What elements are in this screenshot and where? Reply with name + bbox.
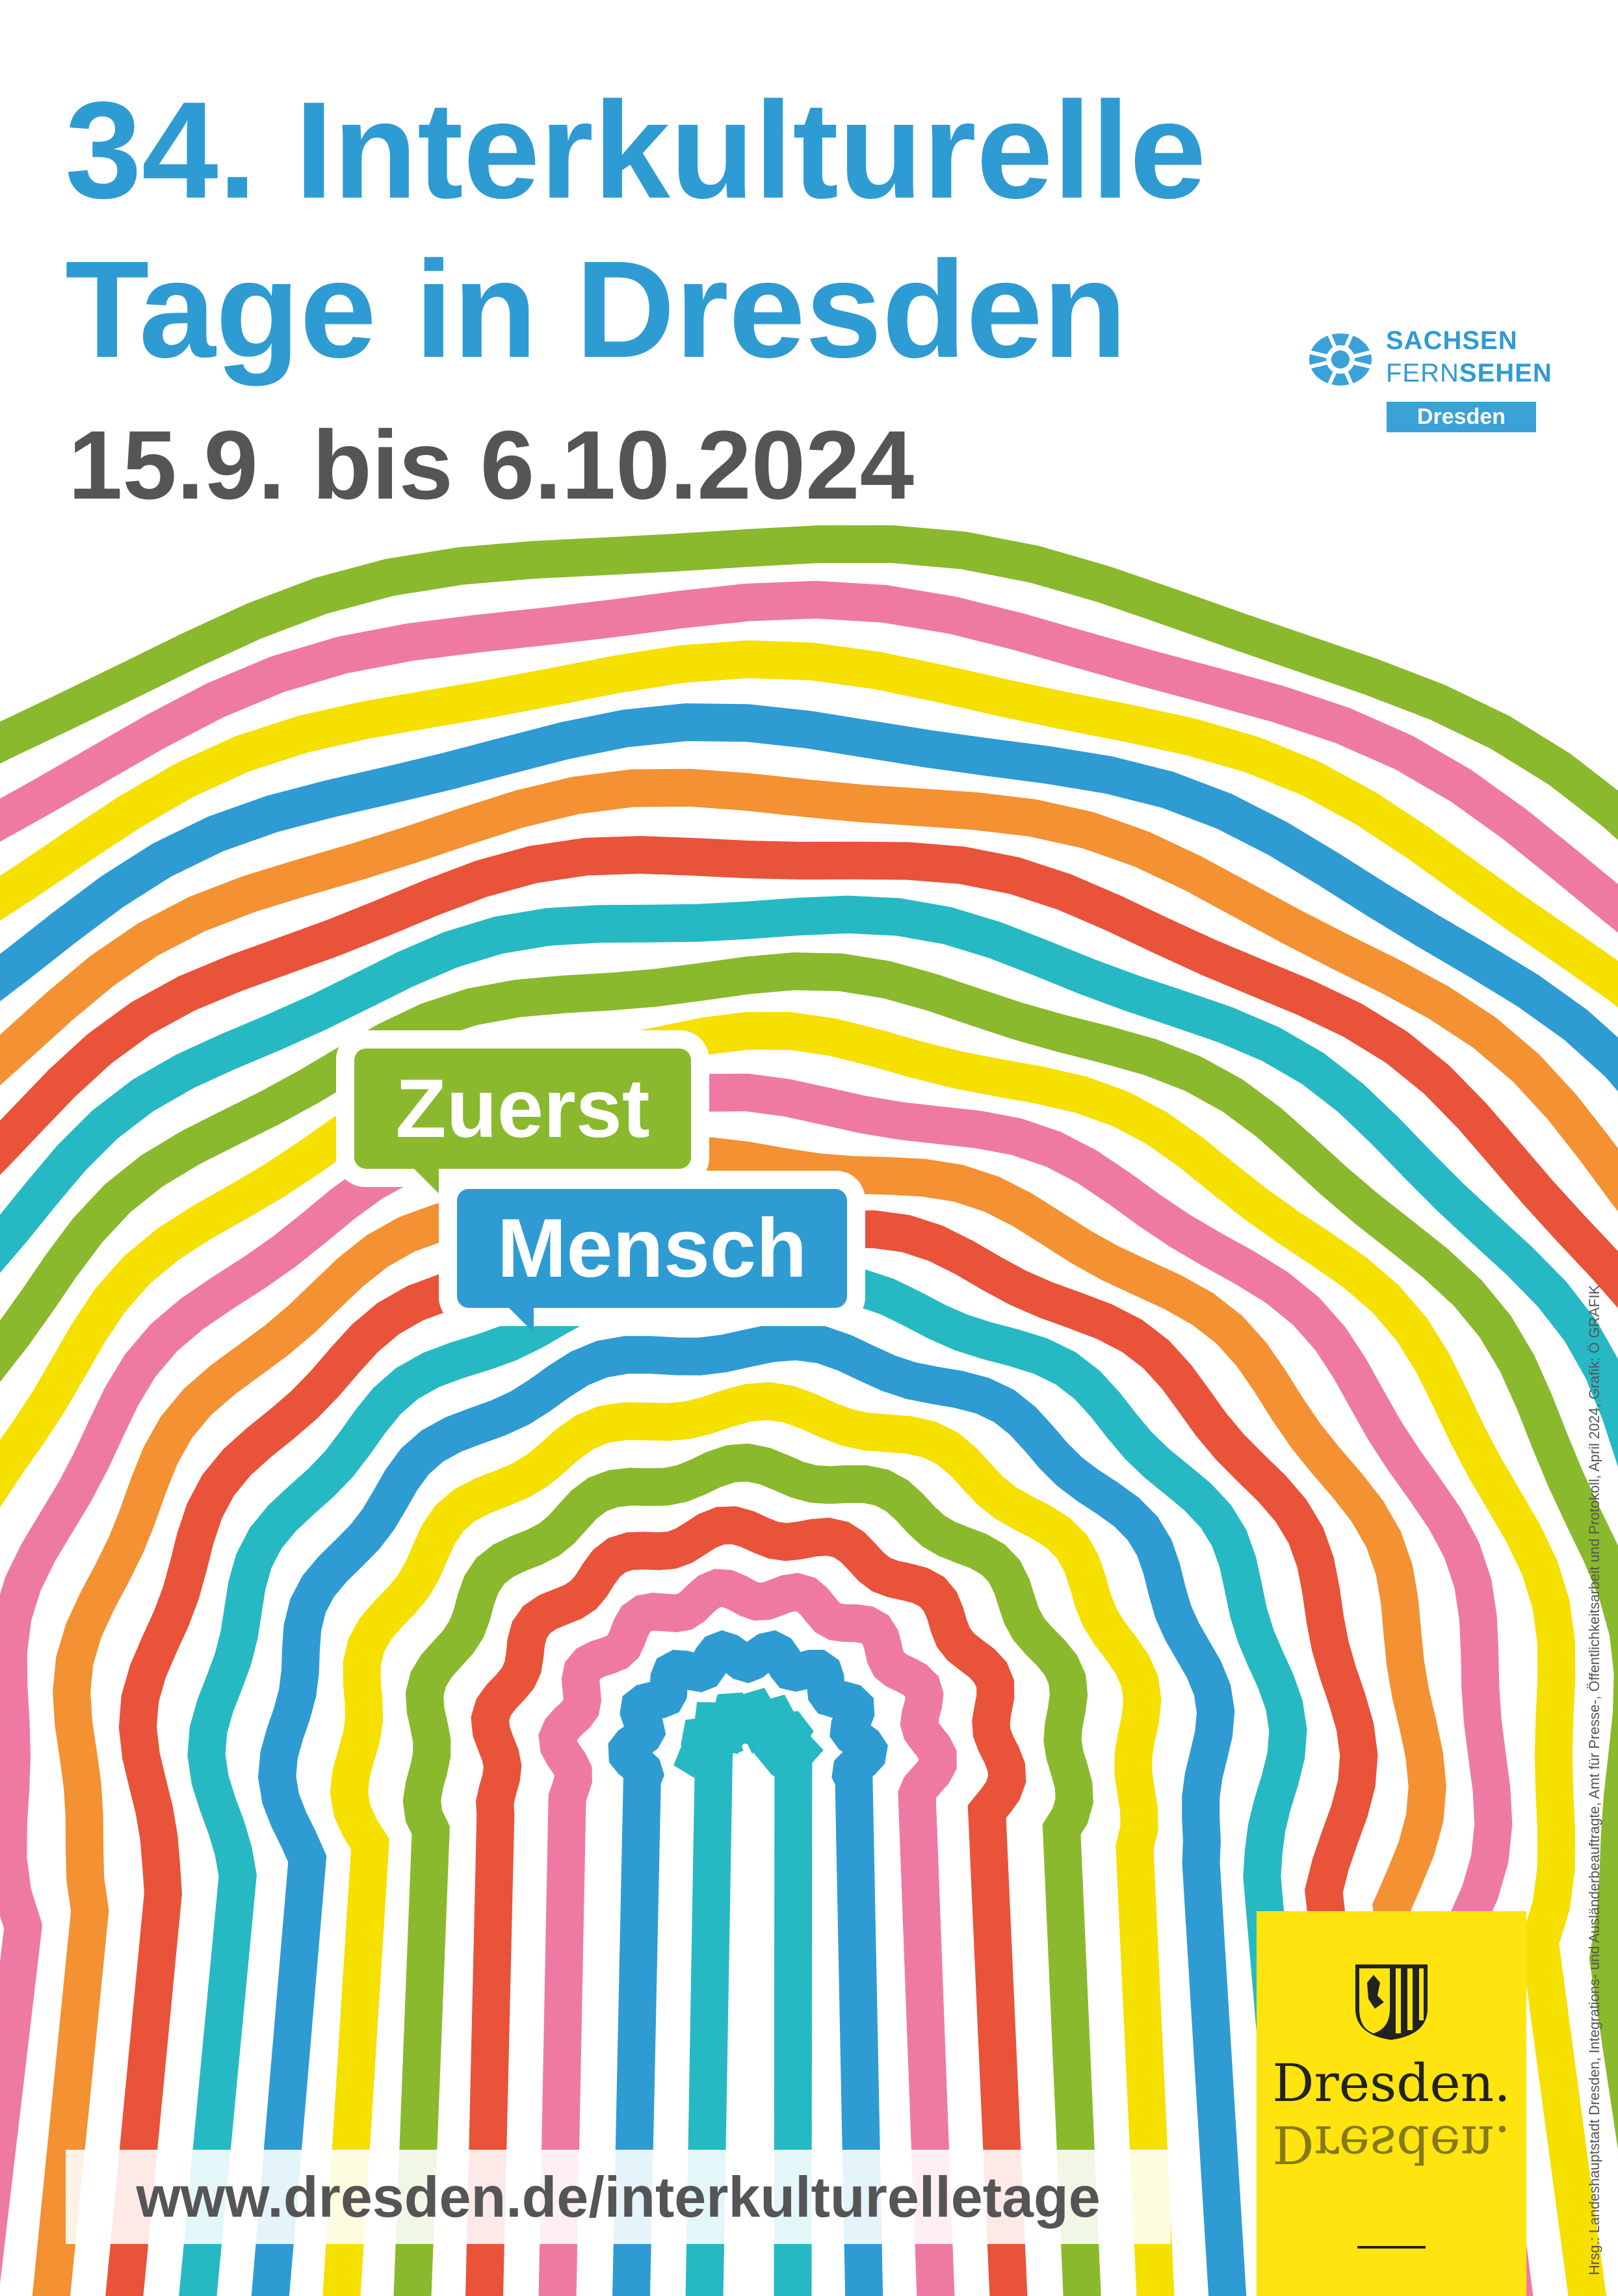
fingerprint-ridge: [0, 1073, 1533, 2296]
logo-line-1: SACHSEN: [1386, 326, 1518, 355]
dresden-wordmark: Dresden.: [1272, 2053, 1511, 2113]
fingerprint-ridge: [0, 525, 1618, 841]
fingerprint-ridge: [0, 835, 1618, 1309]
website-link[interactable]: www.dresden.de/interkulturelletage: [66, 2150, 1171, 2244]
fingerprint-ridge: [673, 1688, 824, 2296]
fingerprint-ridge: [0, 1011, 1607, 2296]
fingerprint-ridge: [0, 895, 1618, 1467]
event-dates: 15.9. bis 6.10.2024: [68, 410, 915, 519]
sachsen-fernsehen-logo: SACHSEN FERNSEHEN Dresden: [1308, 325, 1581, 436]
fingerprint-ridge: [393, 1443, 1101, 2296]
coat-of-arms-icon: [1355, 1964, 1428, 2040]
divider: [1357, 2246, 1426, 2249]
logo-line-2: FERNSEHEN: [1386, 359, 1552, 387]
fingerprint-ridge: [0, 581, 1618, 933]
eye-logo-icon: [1308, 330, 1373, 389]
fingerprint-ridge: [0, 952, 1618, 2150]
logo-line-2-part-2: SEHEN: [1459, 359, 1552, 387]
title-line-2: Tage in Dresden: [65, 232, 1127, 386]
fingerprint-ridge: [0, 640, 1618, 1008]
fingerprint-ridge: [608, 1630, 888, 2296]
logo-line-2-part-1: FERN: [1386, 359, 1459, 387]
fingerprint-ridge: [32, 1137, 1460, 2296]
fingerprint-ridge: [538, 1569, 957, 2296]
dresden-city-logo: Dresden. Dresden.: [1257, 1911, 1526, 2296]
fingerprint-ridge: [251, 1322, 1247, 2296]
speech-bubble-zuerst: Zuerst: [354, 1049, 691, 1194]
publisher-credit: Hrsg.: Landeshauptstadt Dresden, Integra…: [1586, 1285, 1602, 2275]
title-line-1: 34. Interkulturelle: [65, 73, 1207, 227]
fingerprint-ridge: [0, 768, 1618, 1212]
fingerprint-ridge: [465, 1506, 1028, 2296]
logo-badge: Dresden: [1387, 402, 1536, 432]
fingerprint-ridge: [322, 1382, 1175, 2296]
speech-bubble-mensch: Mensch: [457, 1189, 847, 1333]
fingerprint-ridge: [0, 703, 1618, 1092]
dresden-wordmark-reflection: Dresden.: [1272, 2114, 1511, 2174]
